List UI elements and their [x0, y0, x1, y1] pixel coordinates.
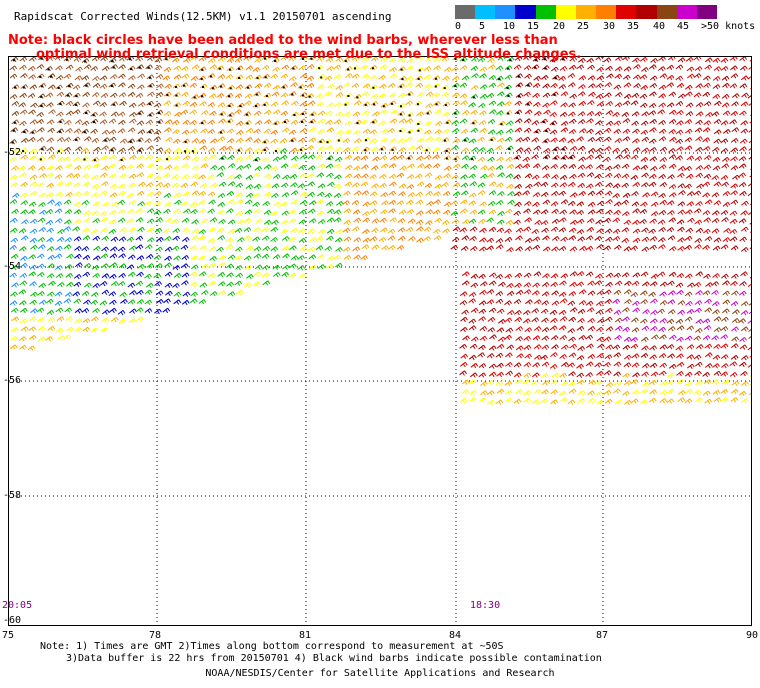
scale-label: >50 knots [701, 21, 756, 32]
scale-swatch [475, 5, 496, 19]
footer-credit: NOAA/NESDIS/Center for Satellite Applica… [205, 668, 555, 679]
y-tick-label: -56 [3, 375, 22, 386]
x-tick-label: 81 [299, 630, 312, 641]
x-tick-label: 87 [596, 630, 609, 641]
scale-label: 20 [553, 21, 566, 32]
wind-speed-color-scale [455, 5, 718, 19]
scale-swatch [575, 5, 597, 19]
time-label-west: 20:05 [2, 600, 33, 611]
map-title: Rapidscat Corrected Winds(12.5KM) v1.1 2… [14, 10, 392, 23]
scale-swatch [656, 5, 677, 19]
scale-swatch [455, 5, 476, 19]
footer-line-1: Note: 1) Times are GMT 2)Times along bot… [40, 641, 504, 652]
x-tick-label: 90 [746, 630, 759, 641]
wind-barbs [9, 57, 751, 406]
scale-swatch [616, 5, 637, 19]
scale-label: 35 [627, 21, 640, 32]
scale-label: 40 [653, 21, 666, 32]
scale-label: 45 [677, 21, 690, 32]
x-tick-label: 78 [149, 630, 162, 641]
x-tick-label: 75 [2, 630, 15, 641]
scale-swatch [676, 5, 697, 19]
altitude-note: Note: black circles have been added to t… [8, 34, 581, 62]
note-line-2: optimal wind retrieval conditions are me… [36, 47, 582, 62]
scale-swatch [555, 5, 576, 19]
scale-label: 25 [577, 21, 590, 32]
scale-swatch [495, 5, 516, 19]
x-tick-label: 84 [449, 630, 462, 641]
time-label-east: 18:30 [470, 600, 501, 611]
scale-swatch [515, 5, 536, 19]
wind-barb-map [8, 56, 752, 626]
y-tick-label: -58 [3, 490, 22, 501]
scale-label: 5 [479, 21, 486, 32]
scale-label: 0 [455, 21, 462, 32]
scale-label: 10 [503, 21, 516, 32]
scale-label: 30 [603, 21, 616, 32]
note-line-1: Note: black circles have been added to t… [8, 33, 558, 48]
y-tick-label: -60 [3, 615, 22, 626]
wind-barb-canvas [9, 57, 751, 625]
scale-swatch [636, 5, 657, 19]
y-tick-label: -54 [3, 261, 22, 272]
scale-swatch [696, 5, 718, 19]
scale-label: 15 [527, 21, 540, 32]
scale-swatch [535, 5, 556, 19]
scale-swatch [596, 5, 617, 19]
y-tick-label: -52 [3, 147, 22, 158]
footer-line-2: 3)Data buffer is 22 hrs from 20150701 4)… [66, 653, 602, 664]
